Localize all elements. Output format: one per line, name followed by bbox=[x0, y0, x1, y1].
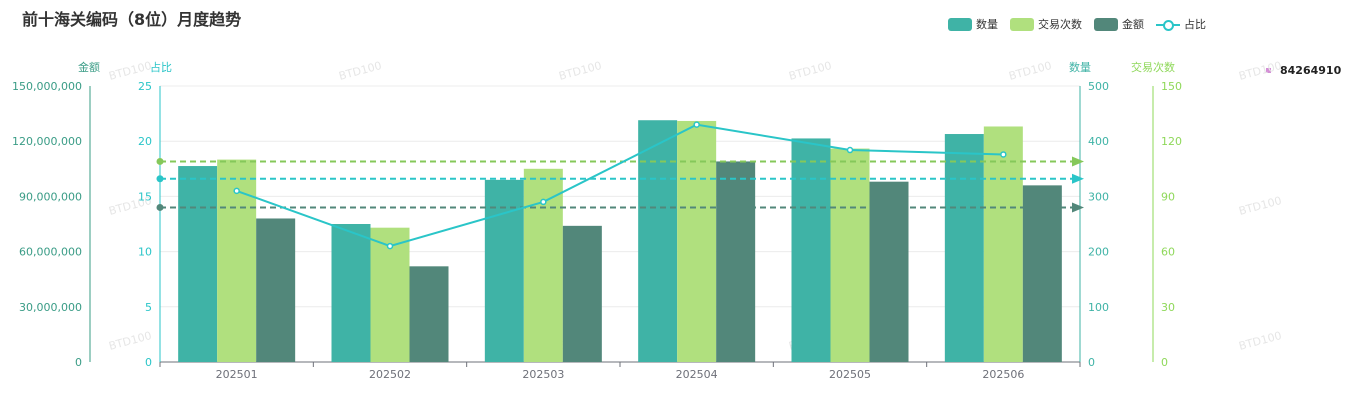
y-axis-name: 交易次数 bbox=[1131, 60, 1175, 74]
chart-legend: 数量 交易次数 金额 占比 bbox=[948, 16, 1206, 32]
y-tick-label: 90 bbox=[1161, 190, 1175, 203]
bar-金额-202505 bbox=[869, 181, 909, 362]
line-point-202506 bbox=[1000, 151, 1007, 158]
watermark-text: BTD100 bbox=[1237, 329, 1283, 353]
watermark-text: BTD100 bbox=[1237, 59, 1283, 83]
legend-label-quantity: 数量 bbox=[976, 18, 998, 31]
bar-数量-202504 bbox=[638, 120, 678, 362]
y-axis-name: 数量 bbox=[1069, 61, 1091, 74]
bar-金额-202501 bbox=[256, 218, 296, 362]
bar-交易次数-202502 bbox=[370, 227, 410, 362]
line-point-202503 bbox=[540, 198, 547, 206]
watermark-text: BTD100 bbox=[557, 59, 603, 83]
x-tick-label: 202504 bbox=[676, 368, 718, 381]
side-legend-value: 84264910 bbox=[1280, 64, 1342, 77]
bar-交易次数-202505 bbox=[830, 148, 870, 362]
y-tick-label: 25 bbox=[138, 80, 152, 93]
y-tick-label: 150,000,000 bbox=[12, 80, 82, 93]
legend-swatch-quantity bbox=[948, 17, 972, 31]
x-tick-label: 202503 bbox=[522, 368, 564, 381]
legend-swatch-transactions bbox=[1010, 17, 1034, 31]
side-legend: 84264910 bbox=[1266, 64, 1341, 77]
line-point-202504 bbox=[693, 121, 700, 128]
average-arrow bbox=[1072, 202, 1084, 213]
x-tick-label: 202502 bbox=[369, 368, 411, 381]
y-tick-label: 0 bbox=[75, 356, 82, 369]
legend-label-transactions: 交易次数 bbox=[1038, 18, 1082, 31]
bar-金额-202502 bbox=[409, 266, 449, 362]
watermark-text: BTD100 bbox=[1007, 59, 1053, 83]
line-point-202501 bbox=[233, 187, 240, 195]
watermark-text: BTD100 bbox=[337, 59, 383, 83]
y-tick-label: 15 bbox=[138, 190, 152, 203]
bar-交易次数-202504 bbox=[677, 120, 717, 363]
watermark-text: BTD100 bbox=[107, 329, 153, 353]
average-start-dot bbox=[156, 175, 164, 183]
x-tick-label: 202501 bbox=[216, 368, 258, 381]
y-tick-label: 60 bbox=[1161, 246, 1175, 259]
bar-金额-202504 bbox=[716, 161, 756, 362]
line-point-202505 bbox=[846, 146, 854, 154]
average-arrow bbox=[1072, 156, 1084, 167]
bar-数量-202502 bbox=[331, 224, 371, 362]
y-tick-label: 5 bbox=[145, 301, 152, 314]
y-tick-label: 90,000,000 bbox=[19, 190, 82, 203]
watermark-text: BTD100 bbox=[1237, 194, 1283, 218]
y-tick-label: 60,000,000 bbox=[19, 246, 82, 259]
line-point-202502 bbox=[386, 242, 394, 250]
bar-金额-202506 bbox=[1022, 185, 1062, 362]
chart-title: 前十海关编码（8位）月度趋势 bbox=[22, 10, 242, 29]
x-tick-label: 202506 bbox=[982, 368, 1024, 381]
y-axis-name: 金额 bbox=[78, 60, 100, 74]
y-tick-label: 0 bbox=[1161, 356, 1168, 369]
y-tick-label: 30,000,000 bbox=[19, 301, 82, 314]
average-start-dot bbox=[156, 157, 164, 165]
y-tick-label: 150 bbox=[1161, 80, 1182, 93]
y-tick-label: 20 bbox=[138, 135, 152, 148]
y-tick-label: 100 bbox=[1088, 301, 1109, 314]
bar-数量-202506 bbox=[944, 134, 984, 362]
legend-swatch-share bbox=[1156, 18, 1180, 31]
bar-交易次数-202506 bbox=[983, 126, 1023, 362]
bar-金额-202503 bbox=[562, 225, 602, 362]
y-tick-label: 300 bbox=[1088, 190, 1109, 203]
side-legend-dot bbox=[1266, 68, 1271, 73]
legend-item-quantity[interactable]: 数量 bbox=[948, 16, 998, 32]
y-tick-label: 120,000,000 bbox=[12, 135, 82, 148]
line-series-占比 bbox=[236, 123, 1004, 248]
y-tick-label: 500 bbox=[1088, 80, 1109, 93]
x-tick-label: 202505 bbox=[829, 368, 871, 381]
watermark-text: BTD100 bbox=[787, 59, 833, 83]
y-tick-label: 200 bbox=[1088, 246, 1109, 259]
average-start-dot bbox=[156, 203, 164, 211]
y-tick-label: 30 bbox=[1161, 301, 1175, 314]
legend-label-amount: 金额 bbox=[1122, 18, 1144, 31]
bar-数量-202501 bbox=[178, 166, 218, 362]
legend-item-share[interactable]: 占比 bbox=[1156, 16, 1206, 32]
y-tick-label: 0 bbox=[145, 356, 152, 369]
y-tick-label: 0 bbox=[1088, 356, 1095, 369]
legend-item-transactions[interactable]: 交易次数 bbox=[1010, 16, 1082, 32]
bar-数量-202505 bbox=[791, 138, 831, 362]
y-tick-label: 120 bbox=[1161, 135, 1182, 148]
legend-label-share: 占比 bbox=[1184, 18, 1206, 31]
legend-item-amount[interactable]: 金额 bbox=[1094, 16, 1144, 32]
y-tick-label: 10 bbox=[138, 246, 152, 259]
bar-交易次数-202503 bbox=[523, 168, 563, 362]
y-tick-label: 400 bbox=[1088, 135, 1109, 148]
average-arrow bbox=[1072, 173, 1084, 184]
y-axis-name: 占比 bbox=[150, 60, 172, 74]
legend-swatch-amount bbox=[1094, 17, 1118, 31]
